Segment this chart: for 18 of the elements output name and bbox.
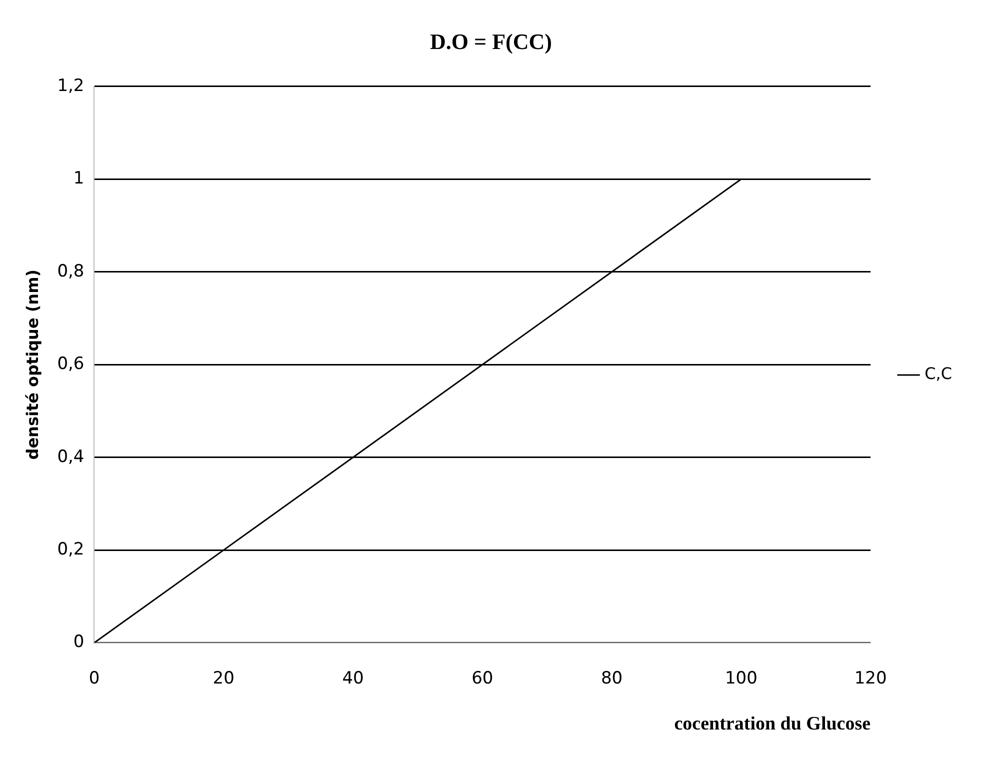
y-tick-label: 1,2 [57, 76, 84, 96]
chart-title: D.O = F(CC) [430, 28, 552, 54]
x-tick-label: 0 [88, 668, 100, 688]
y-axis-title: densité optique (nm) [22, 269, 42, 460]
x-axis-title: cocentration du Glucose [674, 714, 871, 735]
x-tick-label: 100 [724, 668, 758, 688]
x-tick-label: 60 [472, 668, 494, 688]
x-tick-label: 120 [854, 668, 887, 688]
y-tick-label: 0 [73, 632, 84, 652]
y-tick-label: 0,4 [57, 446, 84, 467]
y-tick-label: 1 [73, 168, 84, 189]
y-tick-label: 0,2 [57, 539, 84, 560]
x-tick-label: 80 [600, 668, 623, 688]
x-tick-label: 40 [342, 668, 364, 688]
y-tick-label: 0,8 [57, 261, 84, 282]
y-tick-label: 0,6 [57, 354, 84, 374]
x-tick-label: 20 [212, 668, 234, 688]
legend-label: C,C [924, 364, 952, 384]
